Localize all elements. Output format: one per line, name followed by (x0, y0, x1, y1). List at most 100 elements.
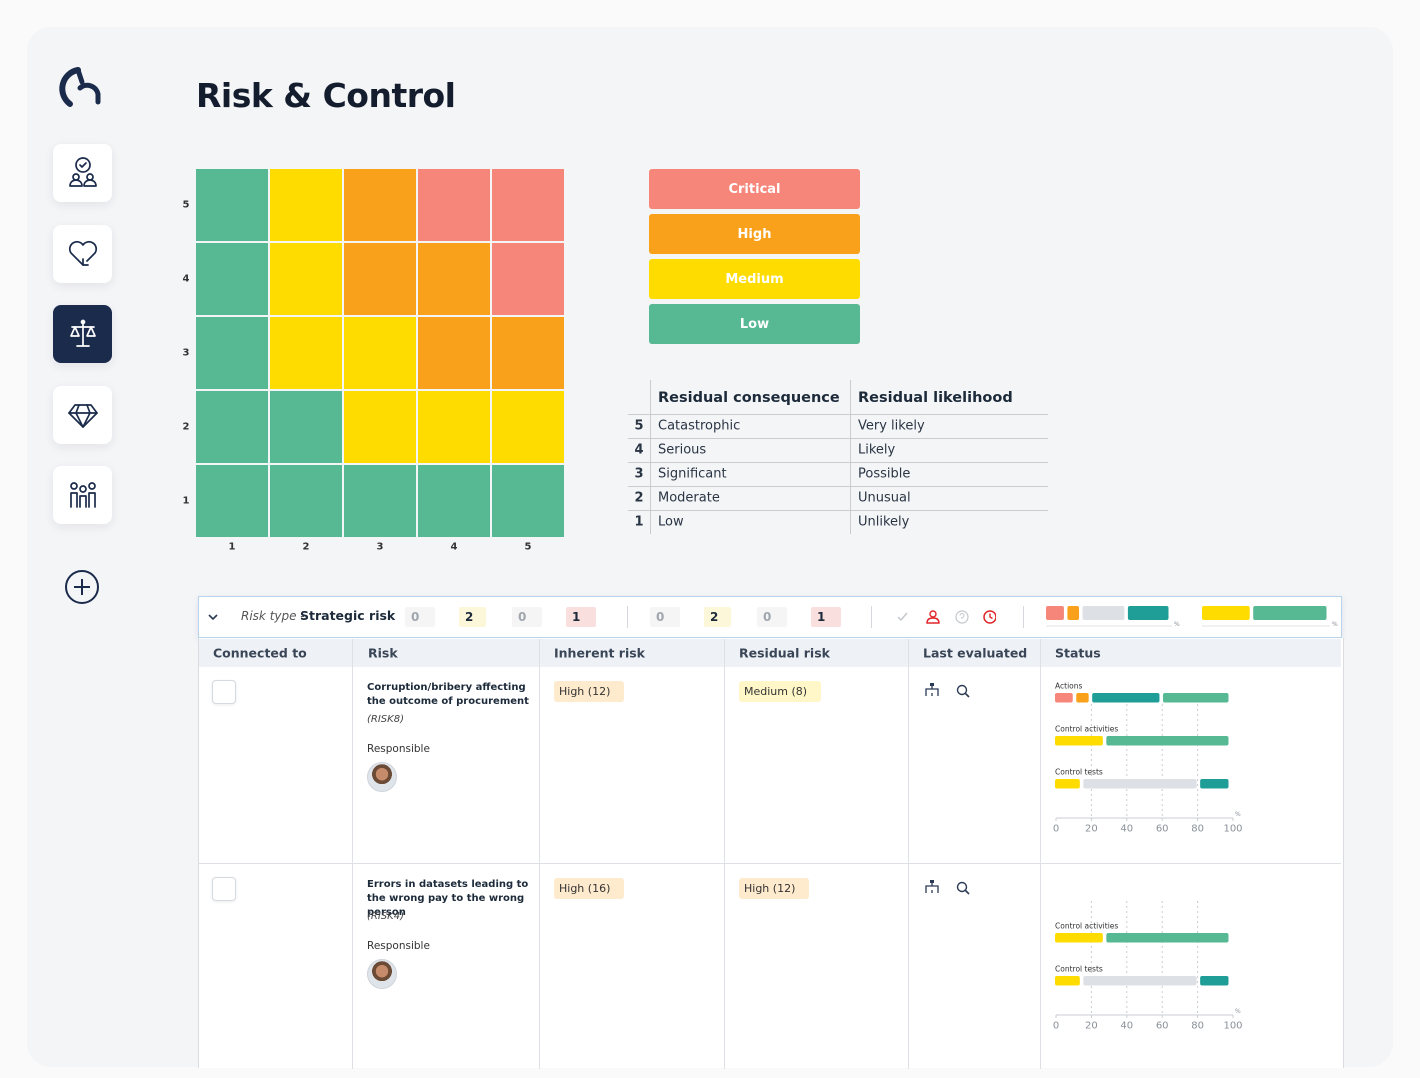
avatar (367, 762, 397, 792)
risk-table (198, 638, 1344, 1068)
heat-cell (196, 243, 268, 315)
tick-label: 60 (1155, 823, 1169, 835)
level: 3 (634, 466, 644, 482)
likelihood: Unlikely (858, 514, 910, 530)
heat-cell (344, 243, 416, 315)
legend-item: Low (649, 304, 860, 344)
stripes (813, 686, 816, 697)
heat-cell (344, 465, 416, 537)
unit: % (1235, 1008, 1241, 1015)
nav-people-check[interactable] (53, 144, 112, 202)
stripes (801, 883, 804, 894)
stripes (616, 883, 619, 894)
stripes (585, 612, 590, 623)
heat-cell (270, 243, 342, 315)
count: 0 (656, 610, 665, 624)
x-label: 5 (524, 541, 532, 553)
tick-label: 100 (1223, 1020, 1243, 1032)
stripes (776, 612, 781, 623)
column-divider (352, 639, 353, 1069)
tick-label: 40 (1120, 1020, 1134, 1032)
risk-title: Corruption/bribery affecting the outcome… (367, 682, 529, 707)
y-label: 2 (182, 421, 190, 433)
logo (59, 67, 101, 107)
count: 0 (411, 610, 420, 624)
page-title: Risk & Control (196, 76, 456, 115)
heat-cell (344, 391, 416, 463)
icon (69, 319, 96, 347)
count-badge: 1 (811, 607, 841, 627)
tick-label: 60 (1155, 1020, 1169, 1032)
level-label: High (12) (744, 882, 796, 895)
separator (627, 606, 628, 628)
heat-cell (492, 317, 564, 389)
level: 1 (634, 514, 644, 530)
rule (628, 438, 1048, 439)
risk-code: (RISK8) (367, 714, 404, 725)
nav-scales[interactable] (53, 305, 112, 363)
add-button[interactable] (64, 569, 100, 605)
heat-cell (270, 317, 342, 389)
icon (67, 404, 98, 428)
level: 5 (634, 418, 644, 434)
responsible-label: Responsible (367, 743, 430, 755)
icon (68, 157, 97, 187)
heat-cell (418, 243, 490, 315)
separator (871, 606, 872, 628)
count-badge: 0 (757, 607, 787, 627)
status-label: Control tests (1055, 964, 1103, 974)
y-label: 3 (182, 347, 190, 359)
group-label: Risk type - (241, 609, 305, 623)
nav-diamond[interactable] (53, 386, 112, 444)
rule (628, 486, 1048, 487)
heat-cell (196, 169, 268, 241)
chevron[interactable] (207, 611, 219, 623)
column-divider (908, 639, 909, 1069)
stripes (531, 612, 536, 623)
count: 1 (817, 610, 826, 624)
tick-label: 0 (1052, 1020, 1060, 1032)
heat-cell (196, 391, 268, 463)
level-label: High (12) (559, 685, 611, 698)
separator (1023, 606, 1024, 628)
status-label: Control activities (1055, 724, 1119, 734)
heat-cell (492, 391, 564, 463)
icon (68, 240, 97, 266)
heat-cell (344, 169, 416, 241)
stripes (669, 612, 674, 623)
connection-icon[interactable] (212, 877, 236, 901)
heat-cell (270, 465, 342, 537)
connection-icon[interactable] (212, 680, 236, 704)
column-header: Residual risk (739, 645, 830, 661)
x-label: 4 (450, 541, 458, 553)
avatar (367, 959, 397, 989)
nav-group[interactable] (53, 466, 112, 524)
col-header: Residual consequence (658, 390, 840, 406)
level-label: High (16) (559, 882, 611, 895)
column-divider (1040, 639, 1041, 1069)
consequence: Low (658, 514, 684, 530)
unit: % (1235, 811, 1241, 818)
legend-item: High (649, 214, 860, 254)
heat-cell (492, 243, 564, 315)
count-badge: 2 (704, 607, 731, 627)
row-divider (199, 863, 1341, 864)
heat-cell (344, 317, 416, 389)
x-label: 1 (228, 541, 236, 553)
stripes (830, 612, 835, 623)
x-label: 2 (302, 541, 310, 553)
tick-label: 40 (1120, 823, 1134, 835)
tick-label: 20 (1085, 823, 1098, 835)
likelihood: Very likely (858, 418, 925, 434)
rule (650, 380, 651, 534)
count: 1 (572, 610, 581, 624)
inherent-level: High (16) (554, 878, 625, 899)
status-label: Control tests (1055, 767, 1103, 777)
heat-cell (196, 317, 268, 389)
count-badge: 2 (459, 607, 486, 627)
stripes (478, 612, 480, 623)
tick-label: 0 (1052, 823, 1060, 835)
nav-heart[interactable] (53, 225, 112, 283)
inherent-level: High (12) (554, 681, 625, 702)
likelihood: Possible (858, 466, 911, 482)
